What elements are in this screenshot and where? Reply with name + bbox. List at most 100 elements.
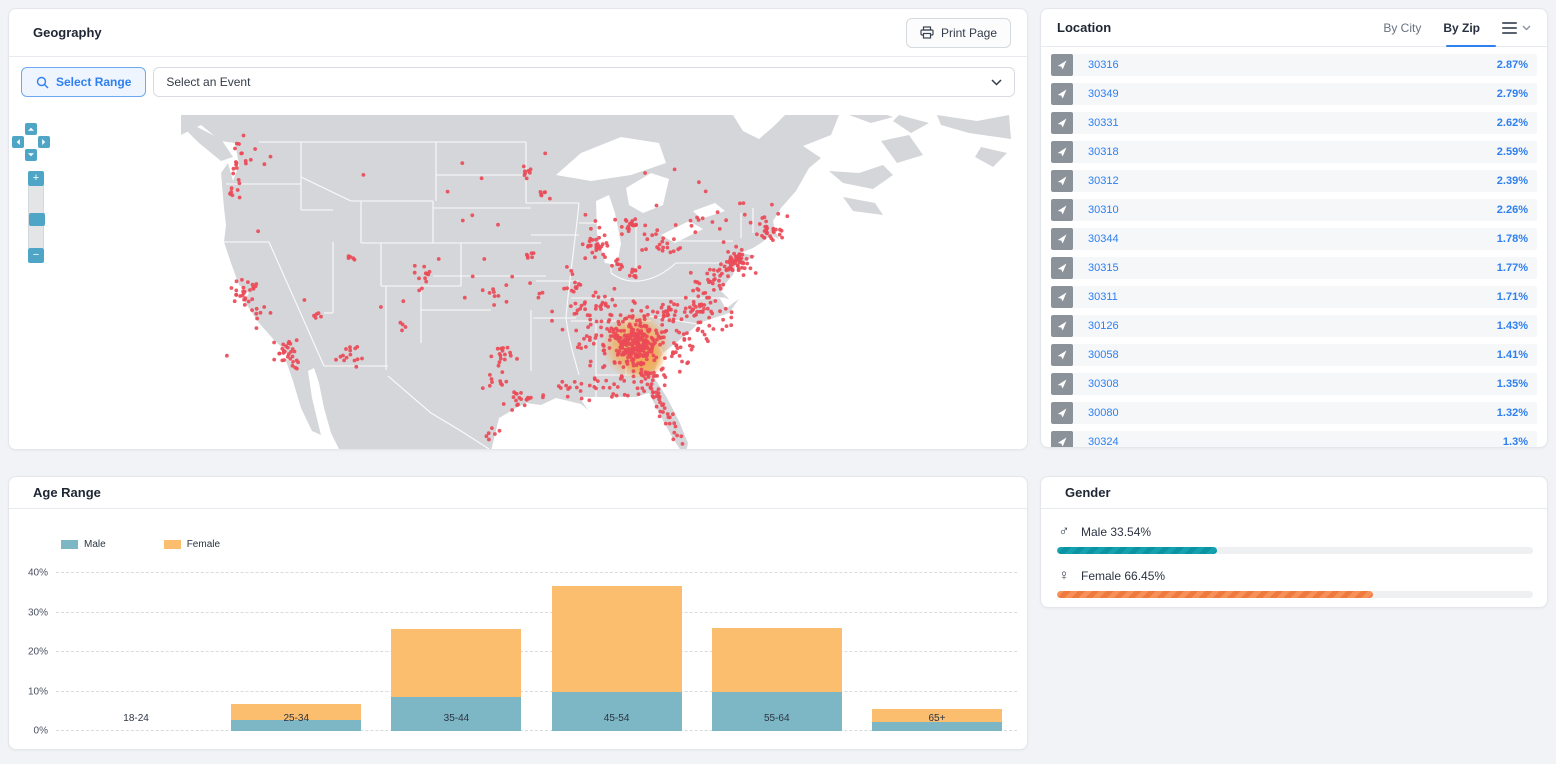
female-icon: ♀	[1058, 567, 1070, 584]
y-tick-label: 0%	[33, 725, 48, 737]
zoom-slider-handle[interactable]	[29, 213, 45, 226]
map-dots	[225, 133, 790, 446]
navigation-arrow-icon	[1051, 402, 1073, 424]
y-tick-label: 30%	[27, 607, 48, 618]
x-tick-label: 35-44	[443, 713, 470, 724]
x-tick-label: 18-24	[123, 713, 149, 724]
location-list: 30316 2.87% 30349 2.79% 30331 2.62% 3031…	[1041, 47, 1547, 448]
zip-percentage: 1.43%	[1496, 320, 1528, 332]
y-tick-label: 20%	[27, 646, 48, 658]
location-row[interactable]: 30311 1.71%	[1051, 286, 1537, 308]
gender-row-female: ♀ Female 66.45%	[1057, 567, 1533, 598]
geography-title: Geography	[33, 25, 102, 40]
zip-link[interactable]: 30312	[1088, 175, 1119, 187]
zip-link[interactable]: 30316	[1088, 59, 1119, 71]
pan-down-button[interactable]	[25, 149, 37, 161]
female-segment	[391, 628, 522, 697]
navigation-arrow-icon	[1051, 257, 1073, 279]
female-swatch	[163, 540, 181, 549]
pan-up-button[interactable]	[25, 123, 37, 135]
male-icon: ♂	[1058, 523, 1070, 540]
zip-link[interactable]: 30344	[1088, 233, 1119, 245]
zip-percentage: 2.59%	[1496, 146, 1528, 158]
pan-right-button[interactable]	[38, 136, 50, 148]
zoom-in-button[interactable]: +	[28, 171, 44, 186]
map-zoom-control: + −	[28, 171, 45, 263]
location-row[interactable]: 30310 2.26%	[1051, 199, 1537, 221]
us-map: + −	[9, 107, 1027, 449]
gridline-20%: 20%	[28, 647, 1017, 658]
navigation-arrow-icon	[1051, 199, 1073, 221]
gender-panel: Gender ♂ Male 33.54% ♀ Female 66.45%	[1040, 476, 1548, 608]
location-row[interactable]: 30058 1.41%	[1051, 344, 1537, 366]
select-range-button[interactable]: Select Range	[21, 67, 147, 97]
zip-percentage: 1.71%	[1496, 291, 1528, 303]
tab-by-city[interactable]: By City	[1383, 20, 1422, 35]
gender-title: Gender	[1065, 485, 1111, 500]
location-row[interactable]: 30316 2.87%	[1051, 54, 1537, 76]
navigation-arrow-icon	[1051, 141, 1073, 163]
map-canvas	[181, 115, 1011, 449]
zip-link[interactable]: 30308	[1088, 378, 1119, 390]
location-row[interactable]: 30080 1.32%	[1051, 402, 1537, 424]
zip-link[interactable]: 30126	[1088, 320, 1119, 332]
zip-percentage: 1.3%	[1502, 436, 1528, 448]
legend-male: Male	[61, 539, 106, 550]
zoom-out-button[interactable]: −	[28, 248, 44, 263]
event-select-value: Select an Event	[166, 75, 251, 89]
gender-header: Gender	[1041, 477, 1547, 509]
male-segment	[871, 721, 1002, 731]
female-segment	[871, 709, 1002, 722]
zip-percentage: 2.39%	[1496, 175, 1528, 187]
navigation-arrow-icon	[1051, 83, 1073, 105]
pan-left-button[interactable]	[12, 136, 24, 148]
female-segment	[231, 704, 362, 721]
zip-link[interactable]: 30324	[1088, 436, 1119, 448]
zip-link[interactable]: 30058	[1088, 349, 1119, 361]
x-tick-label: 25-34	[283, 713, 310, 724]
location-row[interactable]: 30349 2.79%	[1051, 83, 1537, 105]
tab-by-zip[interactable]: By Zip	[1443, 20, 1480, 35]
y-tick-label: 40%	[27, 567, 48, 579]
zoom-slider-track[interactable]	[28, 186, 45, 248]
legend-female-label: Female	[186, 539, 221, 550]
gender-body: ♂ Male 33.54% ♀ Female 66.45%	[1041, 509, 1547, 598]
age-range-header: Age Range	[9, 477, 1027, 509]
map-pan-control	[12, 123, 51, 162]
location-row[interactable]: 30126 1.43%	[1051, 315, 1537, 337]
zip-link[interactable]: 30310	[1088, 204, 1119, 216]
location-row[interactable]: 30315 1.77%	[1051, 257, 1537, 279]
location-menu-button[interactable]	[1502, 21, 1531, 34]
printer-icon	[920, 26, 934, 39]
location-row[interactable]: 30308 1.35%	[1051, 373, 1537, 395]
male-segment	[551, 691, 682, 731]
geography-toolbar: Select Range Select an Event	[21, 67, 1015, 97]
zip-percentage: 2.79%	[1496, 88, 1528, 100]
male-progress-track	[1057, 547, 1533, 554]
print-page-button[interactable]: Print Page	[905, 17, 1011, 48]
location-row[interactable]: 30318 2.59%	[1051, 141, 1537, 163]
navigation-arrow-icon	[1051, 286, 1073, 308]
zip-link[interactable]: 30080	[1088, 407, 1119, 419]
x-tick-label: 55-64	[763, 713, 790, 724]
navigation-arrow-icon	[1051, 431, 1073, 447]
location-row[interactable]: 30344 1.78%	[1051, 228, 1537, 250]
x-tick-label: 45-54	[603, 713, 630, 724]
location-row[interactable]: 30312 2.39%	[1051, 170, 1537, 192]
event-select[interactable]: Select an Event	[153, 67, 1015, 97]
zip-link[interactable]: 30349	[1088, 88, 1119, 100]
zip-link[interactable]: 30311	[1088, 291, 1118, 303]
female-progress-fill	[1057, 591, 1374, 598]
age-range-panel: Age Range Male Female 40% 30% 20% 10% 0% 18-2…	[8, 476, 1028, 750]
location-row[interactable]: 30324 1.3%	[1051, 431, 1537, 448]
navigation-arrow-icon	[1051, 170, 1073, 192]
zip-link[interactable]: 30331	[1088, 117, 1119, 129]
navigation-arrow-icon	[1051, 344, 1073, 366]
age-bar-18-24: 18-24	[56, 573, 216, 731]
age-bar-35-44: 35-44	[376, 573, 536, 731]
location-row[interactable]: 30331 2.62%	[1051, 112, 1537, 134]
chevron-down-icon	[1522, 25, 1531, 30]
zip-link[interactable]: 30318	[1088, 146, 1119, 158]
print-page-label: Print Page	[940, 25, 997, 40]
zip-link[interactable]: 30315	[1088, 262, 1119, 274]
